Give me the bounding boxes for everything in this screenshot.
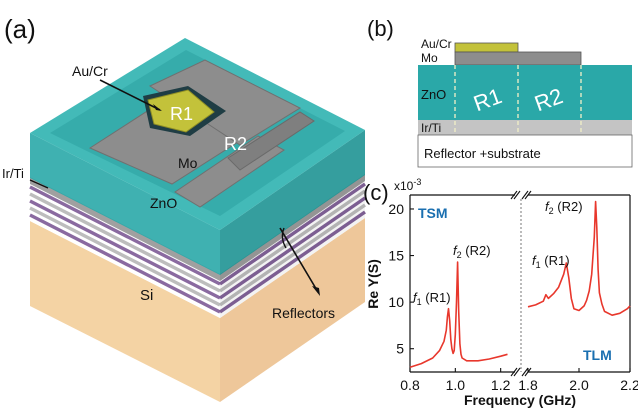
r2-label: R2 [224,134,247,154]
panel-c-label: (c) [363,180,389,205]
au-electrode [147,89,215,133]
zno-label: ZnO [150,195,177,211]
y-axis-label: Re Y(S) [365,259,381,309]
b-mo-layer [454,51,582,66]
b-dashed-guides [454,65,582,135]
aucr-pointer [99,79,162,111]
b-substrate-layer [417,134,633,168]
left-f2-annotation: f2 (R2) [453,243,491,260]
reflectors-pointer [279,227,320,296]
irti-layer [30,174,365,281]
b-substrate-label: Reflector +substrate [424,146,541,161]
right-x-tick-label: 2.2 [620,377,638,393]
right-x-tick-label: 1.8 [518,377,538,393]
panel-a-label: (a) [4,14,36,44]
right-f2-annotation: f2 (R2) [545,199,583,216]
x-axis-label: Frequency (GHz) [464,392,576,408]
b-aucr-layer [454,42,519,53]
y-multiplier: x10-3 [394,177,421,193]
si-label: Si [140,287,153,304]
panel-a: (a) [2,14,366,402]
panel-b: (b) Au/Cr Mo ZnO R1 R2 Ir/Ti Reflector +… [367,16,633,168]
aucr-label: Au/Cr [72,63,108,79]
left-x-tick-label: 1.2 [491,377,511,393]
y-tick-label: 15 [388,248,404,264]
right-f1-annotation: f1 (R1) [532,253,570,270]
y-tick-label: 10 [388,294,404,310]
left-admittance-line [409,261,508,369]
tlm-label: TLM [583,347,612,363]
irti-pointer [29,179,49,189]
right-x-tick-label: 2.0 [569,377,589,393]
si-substrate [30,218,365,402]
y-tick-label: 20 [388,201,404,217]
b-zno-layer [418,65,632,120]
chart-dynamic-layer: 5 10 15 20 0.8 1.0 1.2 1.8 2.0 2.2 [388,200,638,393]
y-tick-label: 5 [396,341,404,357]
left-f1-annotation: f1 (R1) [413,290,451,307]
b-irti-label: Ir/Ti [421,121,441,135]
irti-label: Ir/Ti [2,166,24,181]
reflectors-label: Reflectors [272,305,335,321]
axis-break-marks [510,190,532,377]
b-irti-layer [418,120,632,135]
right-admittance-line [527,200,631,317]
b-aucr-label: Au/Cr [421,37,452,51]
panel-b-label: (b) [367,16,394,41]
b-mo-label: Mo [421,51,438,65]
left-x-tick-label: 0.8 [400,377,420,393]
mo-label: Mo [178,155,198,171]
r1-label: R1 [170,104,193,124]
b-zno-label: ZnO [421,87,446,102]
tsm-label: TSM [418,205,448,221]
left-x-tick-label: 1.0 [446,377,466,393]
